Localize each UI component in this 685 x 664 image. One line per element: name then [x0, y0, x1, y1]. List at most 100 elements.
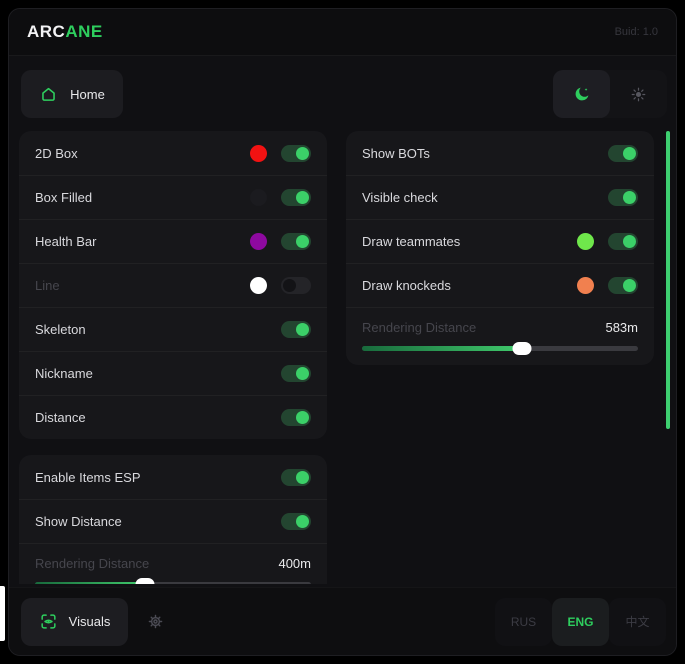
setting-label: 2D Box: [35, 145, 78, 161]
toggle-knob: [296, 146, 309, 160]
setting-controls: [281, 321, 311, 338]
setting-controls: [250, 189, 311, 206]
toggle-switch[interactable]: [281, 233, 311, 250]
toggle-knob: [623, 191, 636, 204]
right-column: Show BOTs Visible check Draw teammates Draw…: [346, 131, 654, 587]
setting-controls: [281, 468, 311, 486]
setting-row: 2D Box: [19, 131, 327, 175]
home-icon: [39, 85, 58, 104]
slider-label: Rendering Distance: [362, 320, 477, 335]
toggle-switch[interactable]: [281, 409, 311, 426]
setting-row: Skeleton: [19, 307, 327, 351]
language-button-eng[interactable]: ENG: [552, 597, 609, 646]
left-column: 2D Box Box Filled Health Bar Line Skeleton Ni…: [19, 131, 327, 587]
setting-label: Show Distance: [35, 514, 122, 529]
setting-controls: [281, 513, 311, 530]
toggle-switch[interactable]: [281, 365, 311, 382]
footer-left-group: Visuals: [21, 597, 176, 646]
setting-label: Health Bar: [35, 234, 97, 249]
light-theme-button[interactable]: [610, 70, 667, 118]
toggle-switch[interactable]: [608, 189, 638, 206]
logo-text-accent: ANE: [65, 22, 103, 41]
setting-row: Line: [19, 263, 327, 307]
toggle-knob: [296, 323, 309, 336]
eye-scan-icon: [39, 612, 58, 631]
setting-row: Health Bar: [19, 219, 327, 263]
slider-handle[interactable]: [512, 342, 532, 355]
toggle-knob: [296, 470, 309, 484]
toggle-switch[interactable]: [281, 513, 311, 530]
setting-row: Enable Items ESP: [19, 455, 327, 499]
toggle-switch[interactable]: [281, 468, 311, 486]
setting-row: Draw teammates: [346, 219, 654, 263]
player-esp-panel: 2D Box Box Filled Health Bar Line Skeleton Ni…: [19, 131, 327, 439]
setting-row: Distance: [19, 395, 327, 439]
theme-toggle-group: [553, 70, 667, 118]
toggle-knob: [296, 235, 309, 248]
slider-value: 583m: [605, 320, 638, 335]
setting-label: Enable Items ESP: [35, 469, 141, 485]
setting-controls: [577, 233, 638, 250]
dark-theme-button[interactable]: [553, 70, 610, 118]
setting-label: Draw knockeds: [362, 278, 451, 293]
home-tab[interactable]: Home: [21, 70, 123, 118]
setting-row: Nickname: [19, 351, 327, 395]
toggle-switch[interactable]: [281, 321, 311, 338]
language-button-rus[interactable]: RUS: [495, 597, 552, 646]
color-swatch[interactable]: [577, 233, 594, 250]
toggle-switch[interactable]: [608, 277, 638, 294]
setting-label: Box Filled: [35, 190, 93, 205]
color-swatch[interactable]: [250, 233, 267, 250]
setting-controls: [281, 365, 311, 382]
arcane-window: ARCANE Buid: 1.0 Home: [8, 8, 677, 656]
toggle-switch[interactable]: [608, 233, 638, 250]
slider-handle[interactable]: [135, 578, 155, 584]
scrollbar-thumb[interactable]: [666, 131, 670, 429]
slider-fill: [35, 582, 146, 584]
slider-value: 400m: [278, 556, 311, 571]
setting-row: Box Filled: [19, 175, 327, 219]
setting-label: Draw teammates: [362, 234, 461, 249]
language-button-中文[interactable]: 中文: [609, 597, 666, 646]
toggle-switch[interactable]: [281, 144, 311, 162]
toggle-knob: [296, 367, 309, 380]
build-label: Buid: 1.0: [614, 26, 658, 38]
gear-icon: [146, 612, 165, 631]
app-logo: ARCANE: [27, 22, 103, 42]
slider-track[interactable]: [362, 342, 638, 355]
toggle-knob: [623, 235, 636, 248]
visuals-tab-label: Visuals: [68, 614, 111, 629]
color-swatch[interactable]: [577, 277, 594, 294]
slider-track[interactable]: [35, 578, 311, 584]
slider-label: Rendering Distance: [35, 556, 150, 571]
setting-label: Line: [35, 278, 60, 293]
toggle-knob: [296, 191, 309, 204]
setting-label: Distance: [35, 410, 86, 425]
setting-label: Visible check: [362, 190, 438, 205]
toggle-knob: [623, 279, 636, 292]
setting-row: Show BOTs: [346, 131, 654, 175]
background-window-artifact: [0, 586, 5, 641]
toggle-switch[interactable]: [608, 144, 638, 162]
visuals-tab[interactable]: Visuals: [21, 597, 128, 646]
color-swatch[interactable]: [250, 189, 267, 206]
toggle-knob: [283, 279, 296, 292]
setting-controls: [250, 277, 311, 294]
setting-controls: [608, 189, 638, 206]
nav-row: Home: [9, 56, 676, 131]
setting-row: Visible check: [346, 175, 654, 219]
logo-text-main: ARC: [27, 22, 66, 41]
color-swatch[interactable]: [250, 144, 267, 162]
color-swatch[interactable]: [250, 277, 267, 294]
main-content: 2D Box Box Filled Health Bar Line Skeleton Ni…: [9, 131, 676, 587]
toggle-switch[interactable]: [281, 277, 311, 294]
setting-label: Show BOTs: [362, 145, 430, 161]
items-esp-panel: Enable Items ESP Show Distance Rendering D…: [19, 455, 327, 584]
toggle-switch[interactable]: [281, 189, 311, 206]
slider-block: Rendering Distance 583m: [346, 307, 654, 365]
settings-button[interactable]: [134, 598, 176, 646]
setting-controls: [281, 409, 311, 426]
setting-label: Nickname: [35, 366, 93, 381]
setting-row: Draw knockeds: [346, 263, 654, 307]
